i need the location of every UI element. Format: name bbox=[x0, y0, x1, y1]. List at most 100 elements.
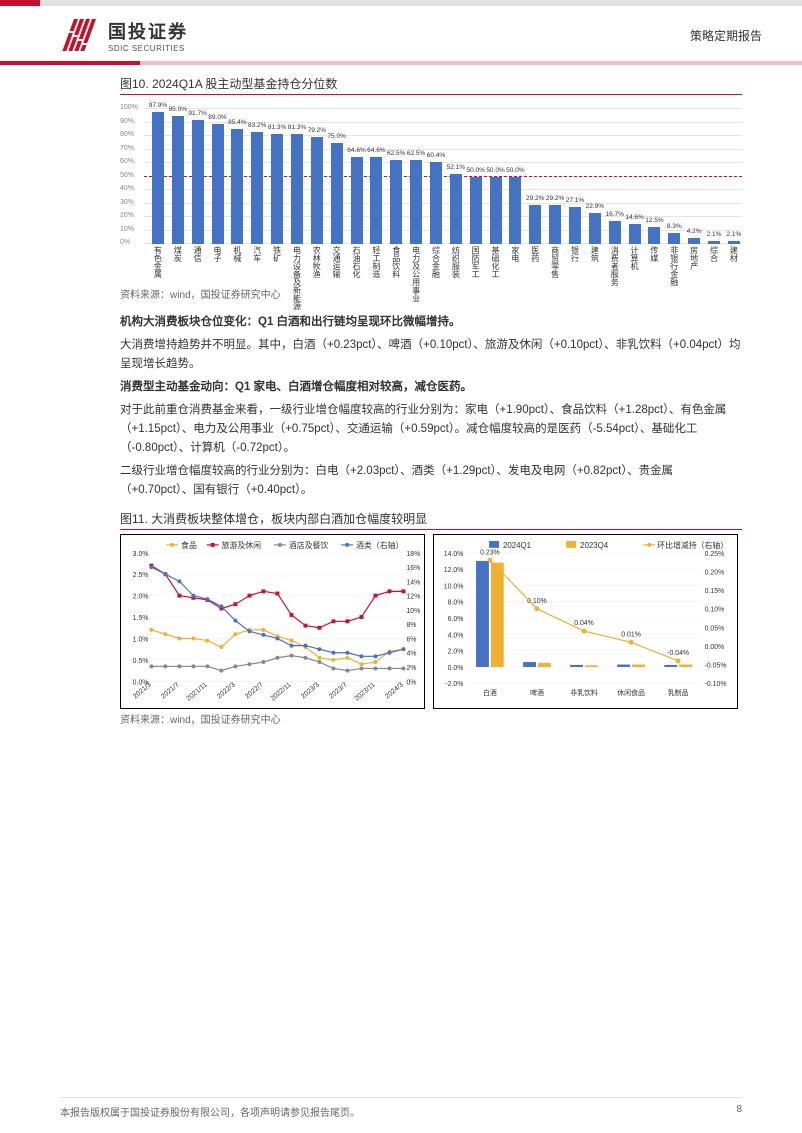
svg-text:0%: 0% bbox=[406, 679, 416, 686]
bar-item: 14.6%计算机 bbox=[627, 224, 643, 244]
bar-item: 91.7%通信 bbox=[190, 120, 206, 244]
svg-text:2024/3: 2024/3 bbox=[384, 681, 405, 700]
svg-text:0.00%: 0.00% bbox=[705, 644, 725, 651]
svg-text:2%: 2% bbox=[406, 665, 416, 672]
svg-text:1.0%: 1.0% bbox=[133, 636, 149, 643]
para-5: 二级行业增仓幅度较高的行业分别为：白电（+2.03pct）、酒类（+1.29pc… bbox=[120, 462, 742, 500]
svg-text:2.5%: 2.5% bbox=[133, 572, 149, 579]
bar-item: 62.5%食品饮料 bbox=[388, 160, 404, 244]
svg-text:2022/3: 2022/3 bbox=[216, 681, 237, 700]
svg-text:0.10%: 0.10% bbox=[705, 606, 725, 613]
bar-item: 79.2%农林牧渔 bbox=[309, 137, 325, 244]
svg-text:2021/7: 2021/7 bbox=[160, 681, 181, 700]
bar-item: 22.9%建筑 bbox=[587, 213, 603, 244]
svg-text:14%: 14% bbox=[406, 579, 420, 586]
svg-text:8.0%: 8.0% bbox=[448, 599, 464, 606]
bar-item: 81.3%铁矿 bbox=[269, 134, 285, 244]
svg-text:0.15%: 0.15% bbox=[705, 588, 725, 595]
svg-text:-2.0%: -2.0% bbox=[445, 681, 463, 688]
svg-text:-0.04%: -0.04% bbox=[667, 650, 689, 657]
page-number: 8 bbox=[736, 1104, 742, 1119]
fig11-title: 图11. 大消费板块整体增仓，板块内部白酒加仓幅度较明显 bbox=[120, 510, 742, 530]
fig10-chart: 0%10%20%30%40%50%60%70%80%90%100%97.9%有色… bbox=[120, 99, 742, 284]
bar-item: 29.2%商贸零售 bbox=[547, 205, 563, 244]
doc-type: 策略定期报告 bbox=[690, 27, 762, 44]
fig11-right-chart: -2.0% 0.0% 2.0% 4.0% 6.0% 8.0% 10.0% 12.0% 14.0%… bbox=[433, 534, 738, 709]
logo: 国投证券 SDIC SECURITIES bbox=[60, 18, 188, 53]
bar-item: 16.7%消费者服务 bbox=[607, 221, 623, 244]
para-3: 消费型主动基金动向：Q1 家电、白酒增仓幅度相对较高，减仓医药。 bbox=[120, 378, 742, 397]
svg-text:2.0%: 2.0% bbox=[448, 648, 464, 655]
top-accent-bar bbox=[0, 0, 802, 6]
svg-text:食品: 食品 bbox=[181, 540, 197, 550]
fig11-left-chart: 0.0%0.5%1.0%1.5%2.0%2.5%3.0%0%2%4%6%8%10… bbox=[120, 534, 425, 709]
svg-text:4%: 4% bbox=[406, 650, 416, 657]
footer: 本报告版权属于国投证券股份有限公司，各项声明请参见报告尾页。 8 bbox=[60, 1097, 742, 1119]
svg-text:乳制品: 乳制品 bbox=[668, 688, 689, 697]
bar-item: 50.0%基础化工 bbox=[488, 177, 504, 245]
logo-text-cn: 国投证券 bbox=[108, 18, 188, 44]
svg-text:2022/7: 2022/7 bbox=[244, 681, 265, 700]
svg-text:3.0%: 3.0% bbox=[133, 550, 149, 557]
svg-text:18%: 18% bbox=[406, 550, 420, 557]
bar-item: 52.1%纺织服装 bbox=[448, 174, 464, 244]
svg-text:0.23%: 0.23% bbox=[480, 549, 500, 556]
svg-text:2024Q1: 2024Q1 bbox=[503, 541, 531, 550]
bar-item: 81.3%电力设备及新能源 bbox=[289, 134, 305, 244]
svg-text:-0.10%: -0.10% bbox=[705, 681, 727, 688]
bar-item: 27.1%银行 bbox=[567, 207, 583, 244]
svg-text:6.0%: 6.0% bbox=[448, 616, 464, 623]
para-2: 大消费增持趋势并不明显。其中，白酒（+0.23pct）、啤酒（+0.10pct）… bbox=[120, 336, 742, 374]
svg-text:-0.05%: -0.05% bbox=[705, 662, 727, 669]
svg-text:酒类（右轴）: 酒类（右轴） bbox=[356, 540, 403, 550]
bar-item: 95.0%煤炭 bbox=[170, 116, 186, 244]
svg-text:2023/7: 2023/7 bbox=[328, 681, 349, 700]
svg-text:10.0%: 10.0% bbox=[444, 583, 464, 590]
bar-item: 83.2%汽车 bbox=[249, 132, 265, 244]
svg-text:14.0%: 14.0% bbox=[444, 550, 464, 557]
bar-item: 60.4%综合金融 bbox=[428, 162, 444, 244]
bar-item: 64.6%轻工制造 bbox=[368, 157, 384, 244]
separator-bar bbox=[0, 61, 802, 65]
para-1: 机构大消费板块仓位变化：Q1 白酒和出行链均呈现环比微幅增持。 bbox=[120, 313, 742, 332]
bar-item: 2.1%综合 bbox=[706, 241, 722, 244]
svg-text:16%: 16% bbox=[406, 565, 420, 572]
logo-icon bbox=[60, 19, 100, 53]
bar-item: 75.0%交通运输 bbox=[329, 143, 345, 244]
svg-text:2023/11: 2023/11 bbox=[354, 681, 377, 702]
bar-item: 4.2%房地产 bbox=[686, 238, 702, 244]
svg-text:2023Q4: 2023Q4 bbox=[580, 541, 609, 550]
svg-text:10%: 10% bbox=[406, 608, 420, 615]
svg-text:2023/3: 2023/3 bbox=[300, 681, 321, 700]
svg-text:啤酒: 啤酒 bbox=[530, 688, 544, 697]
fig10-source: 资料来源：wind，国投证券研究中心 bbox=[120, 286, 742, 301]
bar-item: 85.4%机械 bbox=[229, 129, 245, 244]
svg-text:8%: 8% bbox=[406, 622, 416, 629]
svg-text:4.0%: 4.0% bbox=[448, 632, 464, 639]
svg-text:1.5%: 1.5% bbox=[133, 615, 149, 622]
svg-text:0.20%: 0.20% bbox=[705, 569, 725, 576]
svg-text:0.0%: 0.0% bbox=[448, 665, 464, 672]
svg-text:旅游及休闲: 旅游及休闲 bbox=[222, 540, 262, 550]
svg-text:2.0%: 2.0% bbox=[133, 593, 149, 600]
svg-text:0.04%: 0.04% bbox=[574, 620, 594, 627]
svg-text:0.01%: 0.01% bbox=[621, 631, 641, 638]
bar-item: 2.1%建材 bbox=[726, 241, 742, 244]
fig11-source: 资料来源：wind，国投证券研究中心 bbox=[120, 711, 742, 726]
bar-item: 8.3%非银行金融 bbox=[666, 233, 682, 244]
svg-text:12%: 12% bbox=[406, 593, 420, 600]
bar-item: 64.6%石油石化 bbox=[349, 157, 365, 244]
fig10-title: 图10. 2024Q1A 股主动型基金持仓分位数 bbox=[120, 75, 742, 95]
bar-item: 29.2%医药 bbox=[527, 205, 543, 244]
svg-text:环比增减持（右轴）: 环比增减持（右轴） bbox=[657, 540, 728, 550]
svg-text:12.0%: 12.0% bbox=[444, 567, 464, 574]
svg-text:休闲食品: 休闲食品 bbox=[617, 688, 645, 697]
bar-item: 12.5%传媒 bbox=[646, 227, 662, 244]
para-4: 对于此前重仓消费基金来看，一级行业增仓幅度较高的行业分别为：家电（+1.90pc… bbox=[120, 401, 742, 458]
bar-item: 62.5%电力及公用事业 bbox=[408, 160, 424, 244]
svg-text:2021/11: 2021/11 bbox=[185, 681, 208, 702]
svg-text:0.25%: 0.25% bbox=[705, 550, 725, 557]
svg-text:0.5%: 0.5% bbox=[133, 658, 149, 665]
svg-text:白酒: 白酒 bbox=[483, 688, 497, 697]
svg-text:非乳饮料: 非乳饮料 bbox=[570, 688, 598, 697]
